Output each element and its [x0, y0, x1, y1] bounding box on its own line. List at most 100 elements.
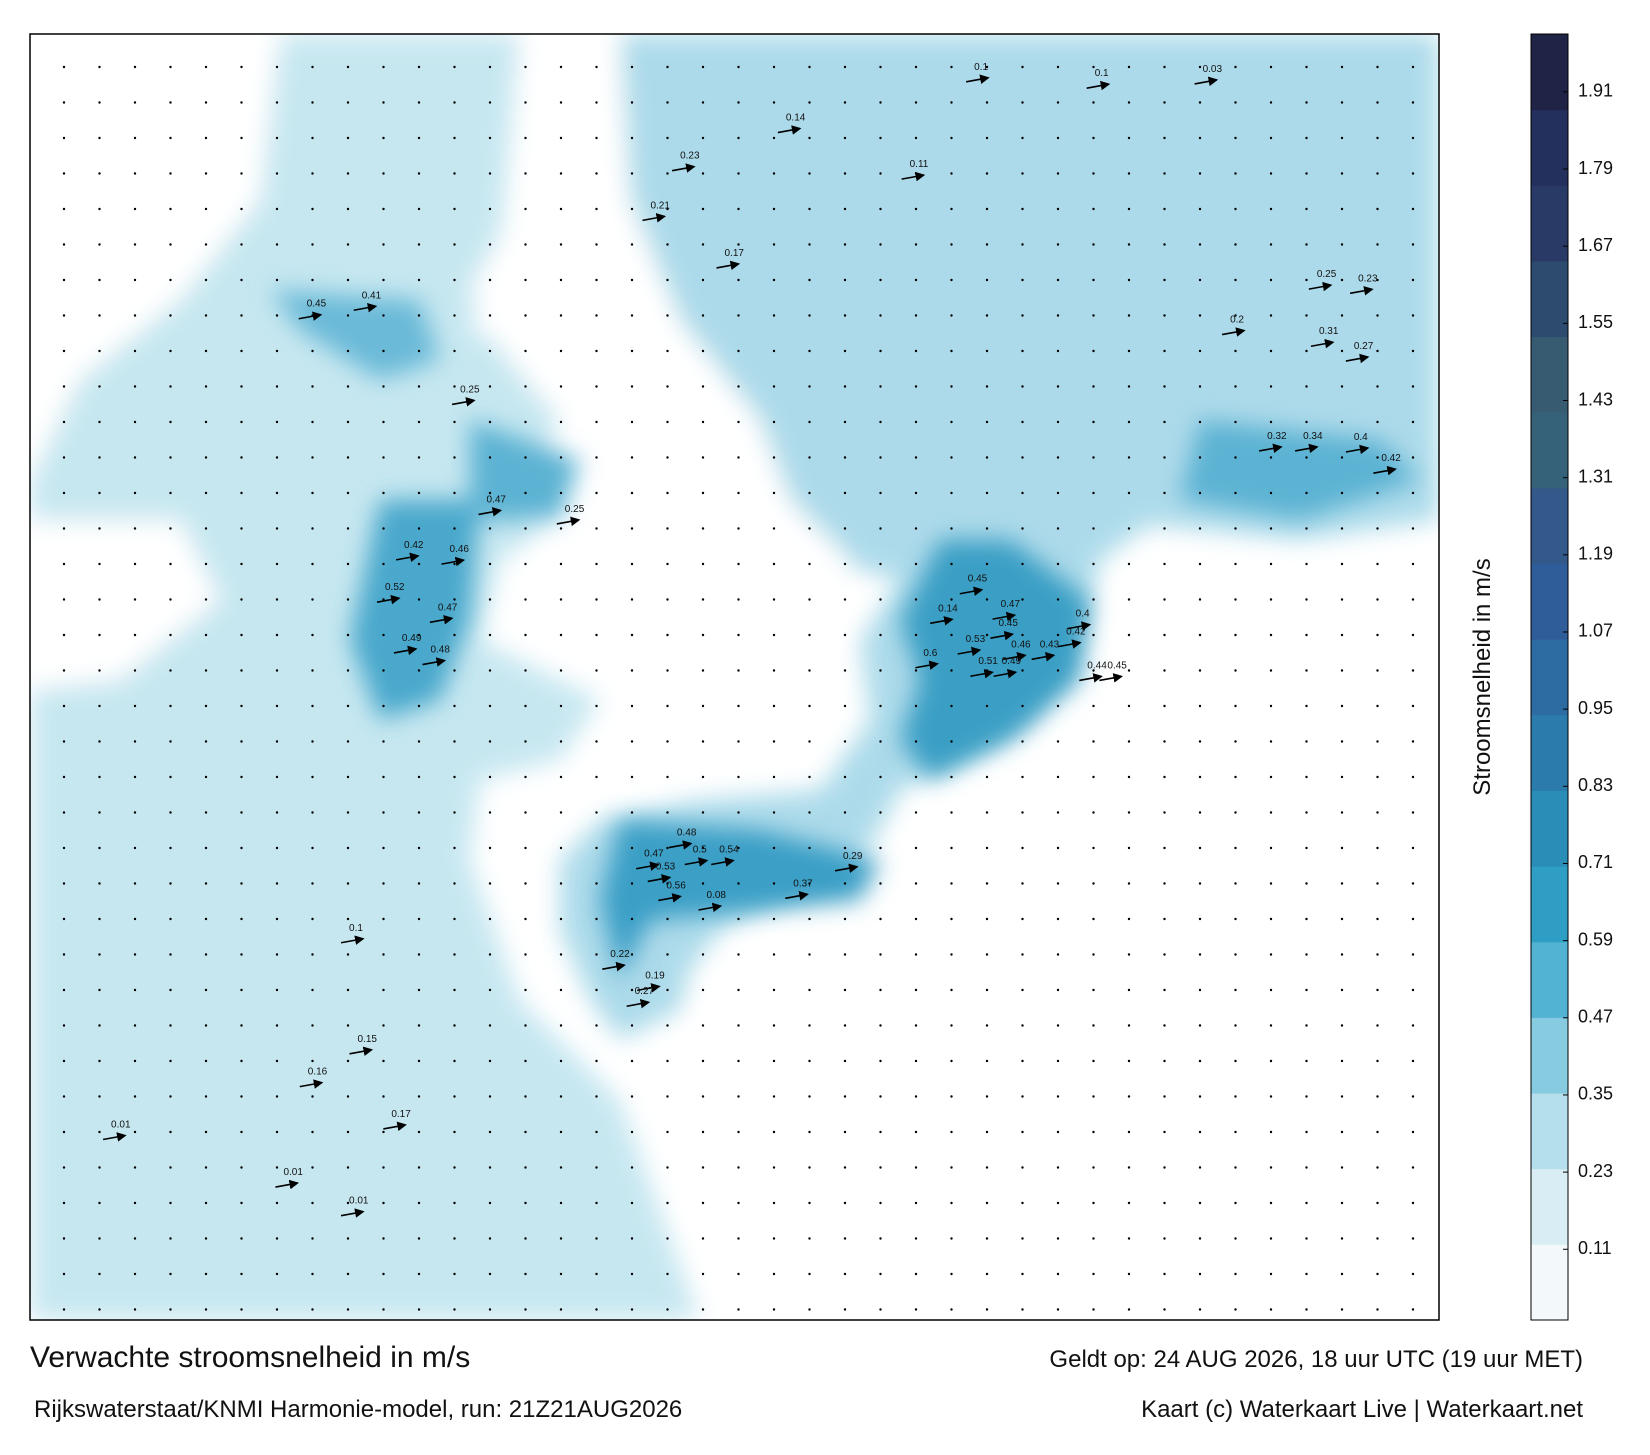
grid-dot: [417, 953, 421, 956]
grid-dot: [1234, 882, 1237, 885]
speed-label: 0.47: [438, 602, 458, 613]
grid-dot: [772, 882, 776, 885]
grid-dot: [275, 1166, 279, 1169]
grid-dot: [169, 420, 172, 424]
grid-dot: [1340, 527, 1344, 530]
grid-dot: [843, 633, 847, 637]
grid-dot: [1127, 1130, 1131, 1134]
current-arrow: [422, 657, 447, 667]
grid-dot: [879, 1130, 882, 1134]
grid-dot: [1340, 243, 1344, 246]
grid-dot: [417, 1308, 421, 1311]
grid-dot: [950, 136, 953, 140]
grid-dot: [1340, 740, 1344, 743]
grid-dot: [524, 1272, 527, 1276]
grid-dot: [275, 278, 279, 282]
grid-dot: [879, 65, 882, 69]
grid-dot: [1198, 1059, 1202, 1063]
grid-dot: [1234, 704, 1237, 708]
grid-dot: [630, 491, 634, 495]
grid-dot: [1340, 136, 1344, 140]
grid-dot: [62, 385, 66, 388]
grid-dot: [275, 207, 279, 211]
grid-dot: [311, 882, 314, 885]
grid-dot: [914, 598, 918, 601]
grid-dot: [488, 1059, 492, 1063]
grid-dot: [346, 740, 350, 743]
current-arrow: [102, 1132, 127, 1142]
grid-dot: [1340, 811, 1344, 814]
grid-dot: [488, 633, 492, 637]
grid-dot: [1340, 562, 1344, 566]
grid-dot: [1234, 1166, 1237, 1169]
grid-dot: [950, 172, 953, 175]
grid-dot: [524, 562, 527, 566]
grid-dot: [1127, 1024, 1131, 1027]
grid-dot: [1376, 953, 1379, 956]
grid-dot: [666, 65, 669, 69]
grid-dot: [595, 1272, 598, 1276]
speed-label: 0.37: [793, 878, 813, 889]
grid-dot: [453, 1308, 456, 1311]
colorbar-tick-label: 0.95: [1578, 698, 1613, 718]
grid-dot: [311, 846, 314, 850]
grid-dot: [240, 1201, 243, 1205]
grid-dot: [772, 207, 776, 211]
grid-dot: [98, 243, 101, 246]
grid-dot: [1092, 882, 1095, 885]
grid-dot: [1234, 278, 1237, 282]
grid-dot: [595, 633, 598, 637]
grid-dot: [382, 811, 385, 814]
grid-dot: [1056, 207, 1060, 211]
grid-dot: [204, 988, 208, 992]
speed-label: 0.42: [1066, 627, 1086, 638]
grid-dot: [1127, 882, 1131, 885]
grid-dot: [275, 420, 279, 424]
grid-dot: [1092, 314, 1095, 317]
grid-dot: [1163, 278, 1166, 282]
grid-dot: [98, 740, 101, 743]
speed-label: 0.03: [1203, 64, 1223, 75]
grid-dot: [62, 349, 66, 353]
grid-dot: [275, 491, 279, 495]
grid-dot: [382, 669, 385, 672]
grid-dot: [1376, 172, 1379, 175]
grid-dot: [630, 314, 634, 317]
grid-dot: [417, 1201, 421, 1205]
grid-dot: [808, 740, 811, 743]
grid-dot: [1234, 775, 1237, 779]
grid-dot: [1269, 349, 1273, 353]
grid-dot: [62, 1130, 66, 1134]
grid-dot: [382, 243, 385, 246]
grid-dot: [737, 988, 740, 992]
grid-dot: [311, 136, 314, 140]
grid-dot: [701, 1166, 705, 1169]
grid-dot: [1056, 704, 1060, 708]
grid-dot: [843, 65, 847, 69]
grid-dot: [1269, 1237, 1273, 1240]
grid-dot: [240, 1272, 243, 1276]
grid-dot: [453, 1237, 456, 1240]
grid-dot: [950, 101, 953, 104]
grid-dot: [382, 491, 385, 495]
grid-dot: [311, 243, 314, 246]
grid-dot: [666, 1201, 669, 1205]
grid-dot: [1092, 349, 1095, 353]
grid-dot: [772, 527, 776, 530]
grid-dot: [204, 775, 208, 779]
grid-dot: [488, 562, 492, 566]
grid-dot: [808, 1059, 811, 1063]
grid-dot: [595, 562, 598, 566]
grid-dot: [1305, 65, 1308, 69]
grid-dot: [737, 314, 740, 317]
current-arrow: [626, 998, 651, 1009]
grid-dot: [879, 349, 882, 353]
grid-dot: [737, 740, 740, 743]
grid-dot: [808, 917, 811, 921]
current-arrow: [959, 586, 984, 596]
grid-dot: [1340, 882, 1344, 885]
grid-dot: [1411, 101, 1415, 104]
grid-dot: [524, 1095, 527, 1098]
grid-dot: [417, 598, 421, 601]
grid-dot: [169, 385, 172, 388]
